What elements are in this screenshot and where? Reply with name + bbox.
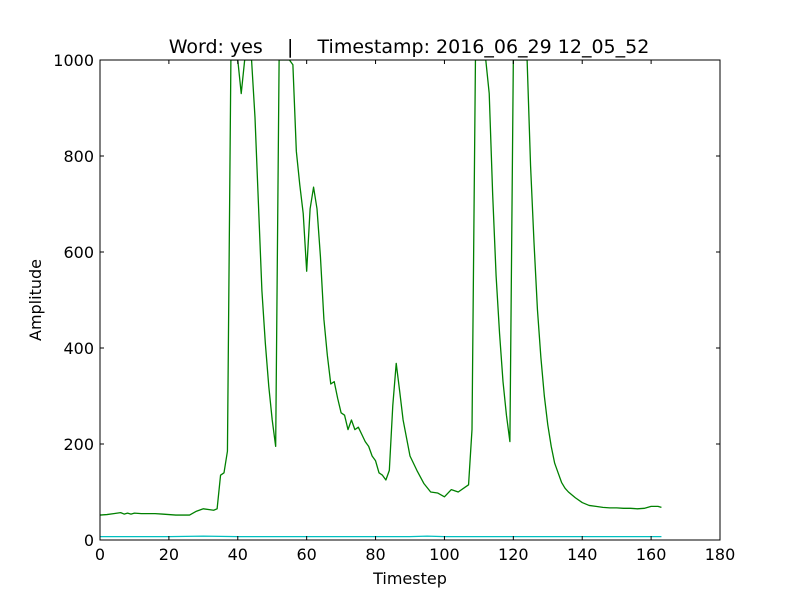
x-tick-label: 100 xyxy=(429,545,460,564)
x-tick-label: 60 xyxy=(296,545,316,564)
x-tick-label: 160 xyxy=(636,545,667,564)
series-line-1 xyxy=(100,60,662,516)
x-tick-label: 140 xyxy=(567,545,598,564)
y-tick-label: 0 xyxy=(84,531,94,550)
x-tick-label: 40 xyxy=(228,545,248,564)
y-tick-label: 600 xyxy=(63,243,94,262)
y-tick-label: 1000 xyxy=(53,51,94,70)
x-tick-label: 80 xyxy=(365,545,385,564)
x-axis-label: Timestep xyxy=(372,569,447,588)
y-tick-label: 400 xyxy=(63,339,94,358)
chart-title: Word: yes | Timestamp: 2016_06_29 12_05_… xyxy=(169,36,650,58)
y-tick-label: 200 xyxy=(63,435,94,454)
x-tick-label: 0 xyxy=(95,545,105,564)
ticks-layer: 0 20 40 60 80 100 120 140 160 180 0 200 400 600 800 100… xyxy=(53,51,735,564)
series-layer xyxy=(100,60,662,538)
x-tick-label: 20 xyxy=(159,545,179,564)
x-tick-label: 120 xyxy=(498,545,529,564)
plot-frame xyxy=(99,59,721,541)
y-tick-label: 800 xyxy=(63,147,94,166)
x-tick-label: 180 xyxy=(705,545,736,564)
y-axis-label: Amplitude xyxy=(26,259,45,341)
